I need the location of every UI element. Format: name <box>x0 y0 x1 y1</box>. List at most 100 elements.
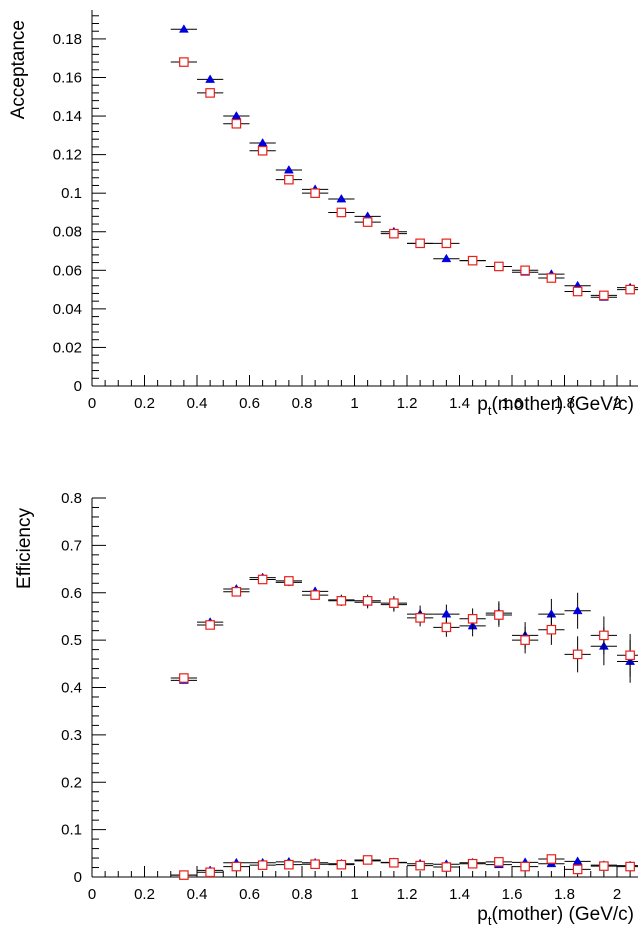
square-marker <box>179 673 189 683</box>
square-marker <box>599 630 609 641</box>
data-point <box>485 603 512 627</box>
x-tick-label: 0 <box>88 886 96 903</box>
square-marker <box>179 870 189 880</box>
square-marker <box>494 261 504 272</box>
data-point <box>328 193 355 203</box>
data-point <box>380 596 407 611</box>
x-tick-label: 1.2 <box>397 886 418 903</box>
y-tick-label: 0.3 <box>61 727 82 744</box>
y-tick-label: 0.02 <box>53 339 82 356</box>
square-marker <box>362 855 373 865</box>
x-tick-label: 0.8 <box>292 886 313 903</box>
square-marker <box>205 867 215 878</box>
series-1 <box>170 57 638 301</box>
triangle-marker <box>572 856 583 865</box>
x-axis-title-main: p <box>477 904 488 925</box>
y-tick-label: 0.06 <box>53 262 82 279</box>
data-point <box>590 861 617 871</box>
square-marker <box>599 861 609 871</box>
data-point <box>407 860 434 871</box>
square-marker <box>284 576 294 586</box>
series-1 <box>170 574 638 683</box>
square-marker <box>546 273 557 283</box>
x-tick-label: 1.6 <box>502 886 523 903</box>
square-marker <box>572 286 583 297</box>
square-marker <box>231 587 242 597</box>
square-marker <box>572 864 583 875</box>
square-marker <box>467 255 478 266</box>
data-point <box>223 111 250 120</box>
data-point <box>564 592 591 629</box>
data-point <box>617 633 638 677</box>
x-tick-label: 2 <box>613 886 621 903</box>
data-point <box>512 265 539 276</box>
series-3 <box>170 854 638 880</box>
x-axis-title-sub: t <box>488 913 492 928</box>
y-tick-label: 0.12 <box>53 147 82 164</box>
y-tick-label: 0.18 <box>53 31 82 48</box>
data-point <box>223 118 250 129</box>
x-tick-label: 1.2 <box>397 395 418 412</box>
series-0 <box>170 24 638 301</box>
triangle-marker <box>441 609 452 618</box>
x-tick-label: 0 <box>88 395 96 412</box>
triangle-marker <box>441 253 452 263</box>
data-point <box>380 228 407 239</box>
square-marker <box>284 859 294 870</box>
y-tick-label: 0.7 <box>61 537 82 554</box>
data-point <box>249 574 276 585</box>
data-point <box>459 608 486 630</box>
data-point <box>302 590 329 600</box>
data-point <box>617 284 638 295</box>
y-tick-label: 0.14 <box>53 108 82 125</box>
square-marker <box>467 858 478 869</box>
data-point <box>275 174 302 185</box>
data-point <box>433 253 460 263</box>
data-point <box>249 145 276 156</box>
square-marker <box>310 859 320 870</box>
y-tick-label: 0.6 <box>61 585 82 602</box>
square-marker <box>336 207 347 218</box>
data-point <box>249 138 276 147</box>
square-marker <box>179 57 189 67</box>
efficiency-panel: 0 0.2 0.4 0.6 0.8 1 1.2 1.4 1.6 1.8 2 0 0.1 0.2 0.3 0.4… <box>14 490 638 928</box>
square-marker <box>336 859 347 870</box>
data-point <box>485 857 512 867</box>
data-point <box>170 57 197 67</box>
data-point <box>407 609 434 627</box>
y-tick-label: 0 <box>74 869 82 886</box>
data-point <box>512 626 539 654</box>
y-tick-label: 0.4 <box>61 680 82 697</box>
triangle-marker <box>205 74 216 83</box>
x-axis-title-main: p <box>477 394 488 415</box>
x-tick-label: 0.6 <box>239 395 260 412</box>
x-tick-label: 0.2 <box>134 886 155 903</box>
x-tick-label: 1 <box>350 395 358 412</box>
data-point <box>223 587 250 597</box>
square-marker <box>257 145 268 156</box>
x-axis-title: pt(mother) (GeV/c) <box>477 394 634 418</box>
data-point <box>197 620 224 630</box>
data-point <box>380 857 407 868</box>
square-marker <box>310 590 320 600</box>
x-axis-title-sub: t <box>488 403 492 418</box>
square-marker <box>362 217 373 227</box>
data-point <box>170 870 197 880</box>
data-point <box>275 859 302 870</box>
square-marker <box>336 596 347 606</box>
data-point <box>197 74 224 83</box>
triangle-marker <box>283 165 294 174</box>
square-marker <box>546 624 557 635</box>
square-marker <box>441 622 452 633</box>
data-point <box>407 238 434 249</box>
x-tick-label: 0.6 <box>239 886 260 903</box>
square-marker <box>572 649 583 660</box>
square-marker <box>310 188 320 198</box>
square-marker <box>467 614 478 624</box>
data-point <box>223 861 250 872</box>
data-point <box>590 616 617 655</box>
data-point <box>538 273 565 283</box>
square-marker <box>257 574 268 585</box>
square-marker <box>362 596 373 606</box>
